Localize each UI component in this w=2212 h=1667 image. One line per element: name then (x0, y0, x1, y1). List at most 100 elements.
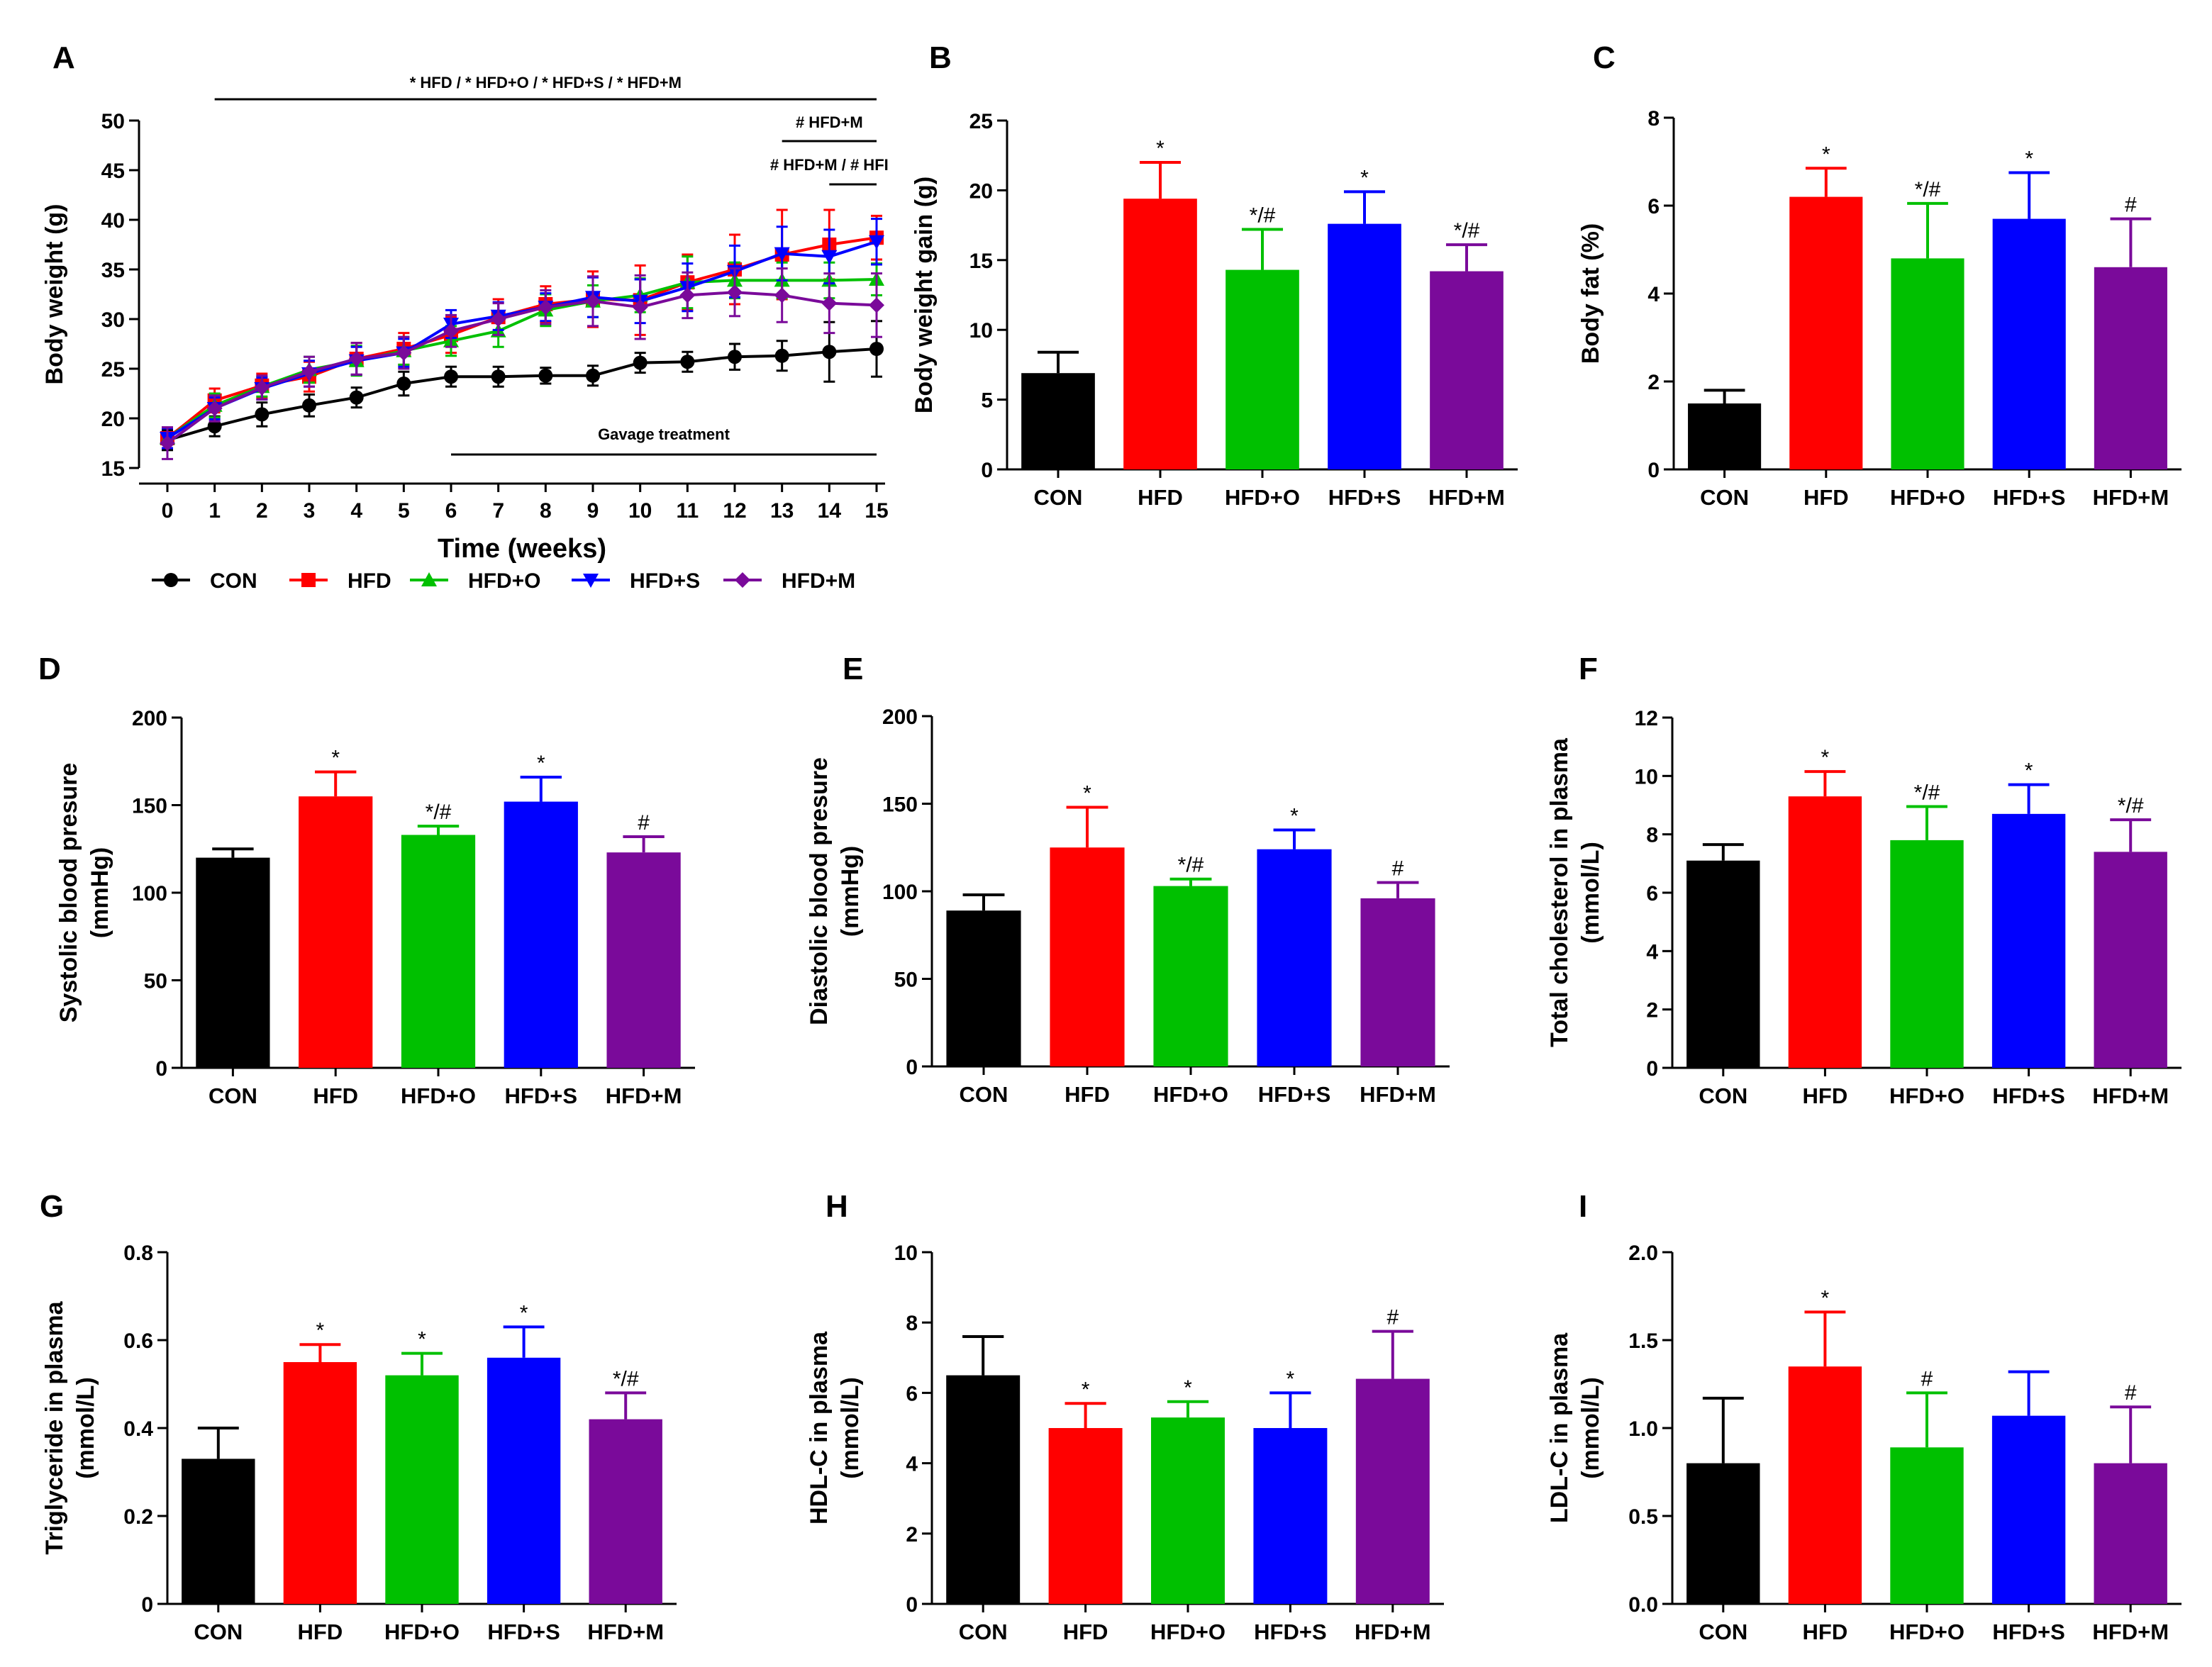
significance-mark: * (520, 1301, 528, 1325)
y-axis-label-line: Body weight (g) (41, 204, 68, 385)
significance-mark: * (331, 747, 340, 770)
significance-mark: # (2125, 194, 2137, 217)
y-tick-label: 0 (906, 1593, 918, 1617)
point-marker (164, 573, 178, 587)
y-tick-label: 2 (1647, 371, 1660, 394)
bar-hfd-plus-o (1890, 840, 1964, 1068)
significance-mark: */# (426, 801, 452, 824)
category-label: HFD (1803, 1619, 1848, 1644)
category-label: HFD (313, 1083, 358, 1108)
y-tick-label: 150 (132, 795, 167, 818)
x-tick-label: 3 (304, 499, 316, 523)
point-marker (727, 284, 743, 301)
significance-mark: */# (613, 1367, 639, 1390)
bar-hfd (1123, 199, 1197, 469)
point-marker (774, 348, 789, 363)
bar-hfd-plus-s (504, 801, 578, 1068)
legend-label: CON (210, 569, 257, 593)
bar-hfd-plus-o (1891, 258, 1964, 469)
y-tick-label: 20 (969, 179, 993, 203)
y-tick-label: 100 (882, 881, 918, 904)
bar-hfd-plus-s (1991, 813, 2066, 1068)
significance-mark: * (1286, 1367, 1295, 1390)
bar-hfd-plus-o (1890, 1447, 1964, 1604)
bar-con (182, 1459, 255, 1604)
category-label: HFD (1803, 1083, 1848, 1108)
category-label: HFD (1065, 1082, 1110, 1107)
y-tick-label: 150 (882, 793, 918, 817)
point-marker (869, 235, 884, 250)
x-tick-label: 8 (540, 499, 552, 523)
y-tick-label: 0 (141, 1593, 153, 1617)
y-tick-label: 25 (969, 110, 993, 133)
bar-hfd-plus-s (1992, 218, 2066, 469)
bar-hfd-plus-m (2094, 852, 2167, 1068)
bar-hfd (283, 1362, 357, 1604)
x-axis-label: Time (weeks) (438, 534, 606, 564)
category-label: HFD+S (1328, 485, 1401, 510)
category-label: HFD+S (505, 1083, 578, 1108)
x-tick-label: 12 (723, 499, 746, 523)
y-tick-label: 0.6 (123, 1329, 153, 1353)
y-tick-label: 15 (969, 250, 993, 273)
y-tick-label: 10 (1635, 765, 1658, 788)
category-label: HFD+M (2092, 1619, 2169, 1644)
x-tick-label: 14 (818, 499, 842, 523)
y-axis-label-line: Total cholesterol in plasma (1546, 737, 1573, 1047)
y-axis-label-line: Systolic blood presure (55, 763, 82, 1023)
y-axis-label: Body weight gain (g) (911, 177, 938, 413)
significance-mark: * (1082, 1378, 1090, 1401)
point-marker (396, 345, 412, 361)
panel-B: B 0 5 10 15 20 25 Body weight gain (g) CON HFD * HF… (911, 40, 1518, 510)
bar-hfd (1788, 796, 1862, 1068)
category-label: HFD+O (384, 1619, 460, 1644)
point-marker (735, 572, 750, 588)
category-label: HFD+O (1889, 1619, 1964, 1644)
panel-label: G (40, 1189, 64, 1224)
x-tick-label: 7 (492, 499, 504, 523)
y-tick-label: 50 (101, 110, 125, 133)
point-marker (396, 377, 411, 391)
point-marker (774, 247, 790, 262)
category-label: HFD+M (606, 1083, 682, 1108)
x-tick-label: 5 (398, 499, 410, 523)
category-label: HFD+S (487, 1619, 560, 1644)
bar-hfd-plus-m (1430, 271, 1504, 469)
category-label: CON (209, 1083, 257, 1108)
bar-con (196, 857, 270, 1068)
y-tick-label: 50 (894, 969, 918, 992)
significance-mark: * (2025, 147, 2033, 171)
legend-label: HFD+O (468, 569, 541, 593)
series-line (166, 236, 877, 440)
y-tick-label: 4 (1646, 940, 1658, 964)
y-tick-label: 6 (1647, 195, 1660, 218)
significance-mark: */# (1454, 219, 1480, 242)
series-con (160, 320, 884, 452)
point-marker (207, 419, 222, 434)
y-tick-label: 10 (894, 1242, 918, 1265)
bar-hfd-plus-m (2094, 1463, 2167, 1604)
y-axis-label-line: (mmol/L) (837, 1377, 864, 1479)
bar-hfd-plus-o (401, 835, 476, 1068)
y-tick-label: 30 (101, 308, 125, 332)
y-axis-label: Body weight (g) (41, 204, 68, 385)
y-tick-label: 20 (101, 408, 125, 431)
bar-hfd (299, 796, 373, 1068)
y-tick-label: 8 (906, 1312, 918, 1335)
point-marker (632, 299, 648, 316)
panel-H: H 0 2 4 6 8 10 HDL-C in plasma (mmol/L) CON HFD * HF… (806, 1189, 1444, 1644)
y-tick-label: 0.2 (123, 1505, 153, 1529)
category-label: CON (1034, 485, 1083, 510)
y-tick-label: 5 (981, 389, 993, 413)
point-marker (680, 355, 695, 369)
x-tick-label: 15 (865, 499, 888, 523)
category-label: HFD (298, 1619, 343, 1644)
x-tick-label: 11 (676, 499, 699, 523)
panel-label: B (929, 40, 952, 75)
category-label: HFD+O (1150, 1619, 1226, 1644)
panel-E: E 0 50 100 150 200 Diastolic blood presure (mmH… (806, 652, 1450, 1107)
significance-mark: # (1386, 1306, 1399, 1329)
point-marker (821, 295, 838, 311)
